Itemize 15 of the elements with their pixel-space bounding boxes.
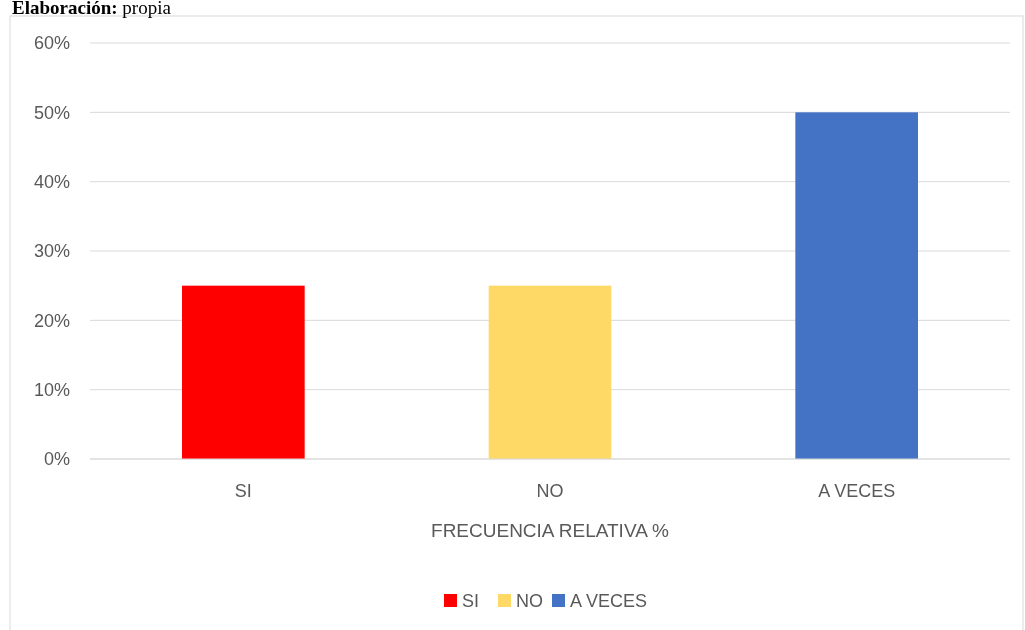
x-tick-label: NO (536, 481, 564, 501)
y-tick-label: 20% (33, 310, 70, 331)
y-tick-label: 50% (33, 102, 70, 123)
y-tick-label: 60% (33, 33, 70, 54)
legend-label: SI (462, 591, 480, 612)
y-tick-label: 40% (33, 171, 70, 192)
x-tick-label: SI (234, 481, 252, 501)
y-tick-label: 30% (33, 241, 70, 262)
legend-label: A VECES (570, 591, 648, 612)
x-tick-label: A VECES (818, 481, 896, 501)
text: Elaboración: propia (12, 0, 172, 18)
legend-label: NO (516, 591, 543, 612)
y-tick-label: 0% (43, 449, 70, 470)
y-tick-label: 10% (33, 379, 70, 400)
x-axis-title: FRECUENCIA RELATIVA % (431, 520, 670, 541)
